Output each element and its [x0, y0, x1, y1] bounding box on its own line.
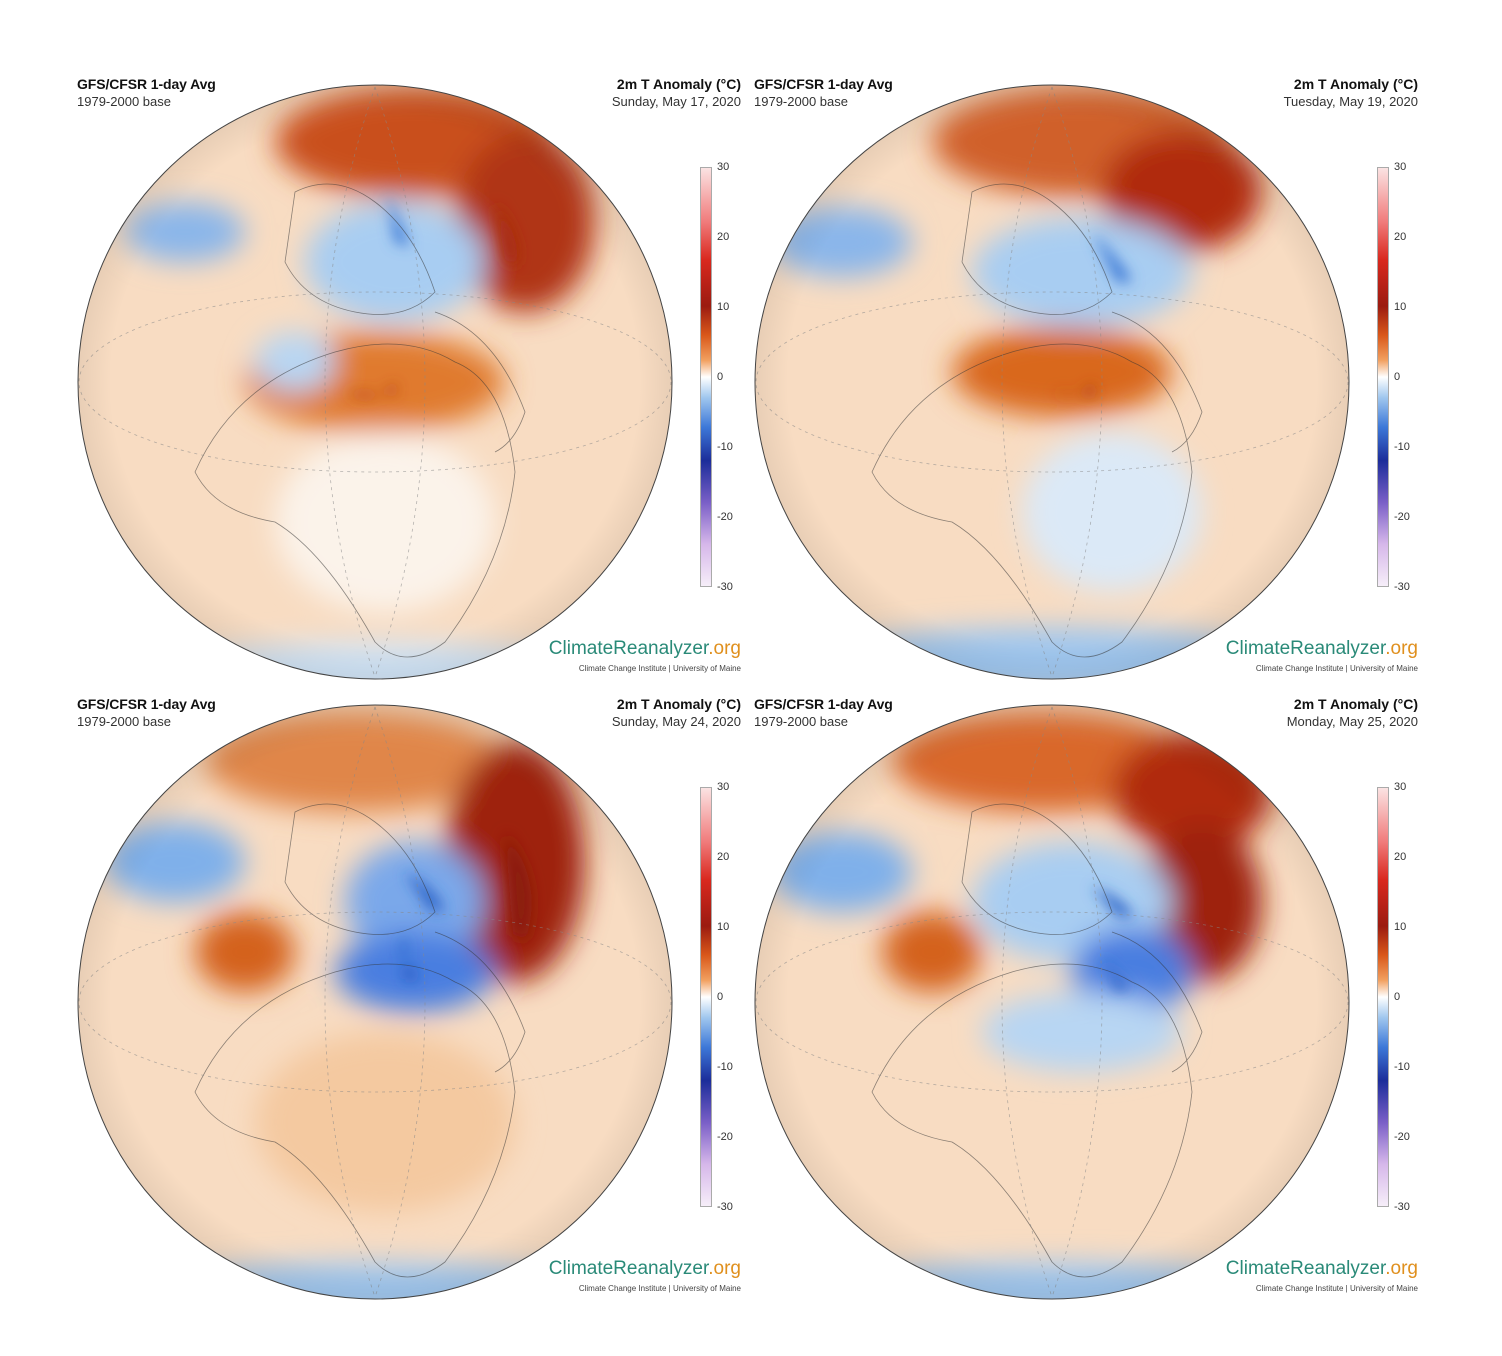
variable-title: 2m T Anomaly (°C)	[1293, 76, 1418, 92]
globe-map	[754, 84, 1350, 680]
baseline-label: 1979-2000 base	[754, 94, 848, 109]
tick-label: -30	[1394, 1201, 1410, 1213]
globe-map	[77, 704, 673, 1300]
globe-map	[754, 704, 1350, 1300]
colorbar-ticks: 30 20 10 0 -10 -20 -30	[1394, 161, 1424, 593]
colorbar-ticks: 30 20 10 0 -10 -20 -30	[1394, 781, 1424, 1213]
model-title: GFS/CFSR 1-day Avg	[754, 696, 893, 712]
brand-logo: ClimateReanalyzer.org	[548, 638, 741, 659]
colorbar-ticks: 30 20 10 0 -10 -20 -30	[717, 161, 747, 593]
brand-logo: ClimateReanalyzer.org	[1225, 1258, 1418, 1279]
map-panel-may-19: GFS/CFSR 1-day Avg 1979-2000 base 2m T A…	[752, 72, 1422, 687]
date-label: Sunday, May 24, 2020	[611, 714, 741, 729]
tick-label: -10	[717, 440, 733, 453]
tick-label: -20	[1394, 1130, 1410, 1143]
date-label: Tuesday, May 19, 2020	[1283, 94, 1418, 109]
brand-logo: ClimateReanalyzer.org	[1225, 638, 1418, 659]
model-title: GFS/CFSR 1-day Avg	[754, 76, 893, 92]
colorbar	[1377, 787, 1389, 1207]
tick-label: -10	[717, 1060, 733, 1073]
baseline-label: 1979-2000 base	[77, 714, 171, 729]
credit-line: Climate Change Institute | University of…	[578, 664, 741, 673]
tick-label: 10	[1394, 920, 1407, 933]
baseline-label: 1979-2000 base	[754, 714, 848, 729]
baseline-label: 1979-2000 base	[77, 94, 171, 109]
credit-line: Climate Change Institute | University of…	[578, 1284, 741, 1293]
tick-label: -30	[1394, 581, 1410, 593]
colorbar	[1377, 167, 1389, 587]
tick-label: 10	[717, 920, 730, 933]
tick-label: 30	[1394, 161, 1407, 173]
map-panel-may-25: GFS/CFSR 1-day Avg 1979-2000 base 2m T A…	[752, 692, 1422, 1307]
brand-logo: ClimateReanalyzer.org	[548, 1258, 741, 1279]
tick-label: 30	[717, 161, 730, 173]
tick-label: 10	[1394, 300, 1407, 313]
tick-label: 0	[1394, 371, 1401, 383]
tick-label: -10	[1394, 440, 1410, 453]
tick-label: 10	[717, 300, 730, 313]
tick-label: 30	[717, 781, 730, 793]
credit-line: Climate Change Institute | University of…	[1255, 664, 1418, 673]
globe-map	[77, 84, 673, 680]
tick-label: 20	[717, 230, 730, 243]
credit-line: Climate Change Institute | University of…	[1255, 1284, 1418, 1293]
tick-label: 20	[1394, 850, 1407, 863]
tick-label: 20	[1394, 230, 1407, 243]
colorbar-ticks: 30 20 10 0 -10 -20 -30	[717, 781, 747, 1213]
colorbar	[700, 787, 712, 1207]
tick-label: -20	[1394, 510, 1410, 523]
tick-label: 0	[717, 371, 724, 383]
map-panel-may-24: GFS/CFSR 1-day Avg 1979-2000 base 2m T A…	[75, 692, 745, 1307]
variable-title: 2m T Anomaly (°C)	[1293, 696, 1418, 712]
tick-label: -20	[717, 1130, 733, 1143]
tick-label: -20	[717, 510, 733, 523]
tick-label: 30	[1394, 781, 1407, 793]
map-panel-may-17: GFS/CFSR 1-day Avg 1979-2000 base 2m T A…	[75, 72, 745, 687]
tick-label: 0	[717, 991, 724, 1003]
variable-title: 2m T Anomaly (°C)	[616, 696, 741, 712]
tick-label: 20	[717, 850, 730, 863]
tick-label: -30	[717, 581, 733, 593]
date-label: Sunday, May 17, 2020	[611, 94, 741, 109]
tick-label: -10	[1394, 1060, 1410, 1073]
date-label: Monday, May 25, 2020	[1286, 714, 1418, 729]
model-title: GFS/CFSR 1-day Avg	[77, 76, 216, 92]
variable-title: 2m T Anomaly (°C)	[616, 76, 741, 92]
model-title: GFS/CFSR 1-day Avg	[77, 696, 216, 712]
colorbar	[700, 167, 712, 587]
tick-label: 0	[1394, 991, 1401, 1003]
tick-label: -30	[717, 1201, 733, 1213]
